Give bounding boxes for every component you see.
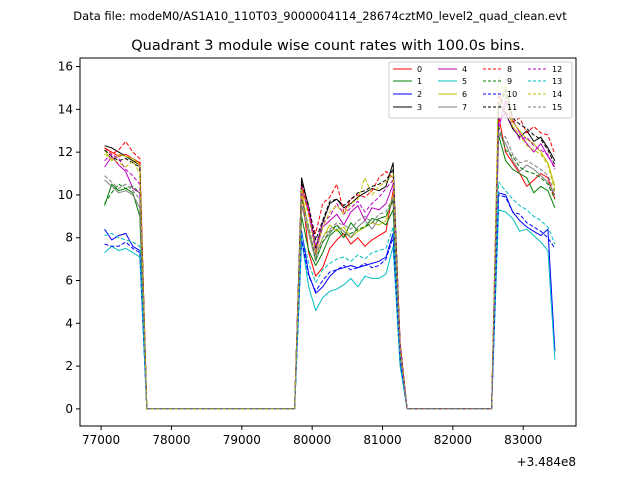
x-tick-label: 81000 xyxy=(363,433,401,447)
y-tick-label: 8 xyxy=(65,231,73,245)
series-layer xyxy=(104,76,556,410)
legend-frame xyxy=(388,61,573,119)
legend-label-1: 1 xyxy=(417,77,422,86)
series-line-6 xyxy=(104,85,556,410)
series-line-7 xyxy=(104,132,556,410)
x-tick-label: 83000 xyxy=(504,433,542,447)
y-tick-label: 2 xyxy=(65,359,73,373)
x-tick-label: 82000 xyxy=(434,433,472,447)
y-tick-label: 4 xyxy=(65,316,73,330)
y-tick-label: 6 xyxy=(65,274,73,288)
series-line-4 xyxy=(104,100,556,410)
y-tick-label: 14 xyxy=(58,102,73,116)
series-line-3 xyxy=(104,102,556,410)
y-tick-label: 0 xyxy=(65,402,73,416)
legend-label-12: 12 xyxy=(552,65,562,74)
series-line-12 xyxy=(104,113,556,410)
legend-label-0: 0 xyxy=(417,65,422,74)
series-line-14 xyxy=(104,76,556,410)
y-tick-label: 16 xyxy=(58,60,73,74)
y-axis: 0 2 4 6 8 10 12 14 16 xyxy=(58,60,80,416)
legend-label-8: 8 xyxy=(507,65,512,74)
series-line-9 xyxy=(104,126,556,410)
plot-frame xyxy=(79,57,577,427)
legend-label-4: 4 xyxy=(462,65,467,74)
legend-label-5: 5 xyxy=(462,77,467,86)
x-tick-label: 79000 xyxy=(223,433,261,447)
x-tick-label: 78000 xyxy=(152,433,190,447)
legend-label-2: 2 xyxy=(417,90,422,99)
x-axis: 77000 78000 79000 80000 81000 82000 83000 xyxy=(82,426,542,447)
legend-label-6: 6 xyxy=(462,90,467,99)
x-tick-label: 80000 xyxy=(293,433,331,447)
legend-label-3: 3 xyxy=(417,103,422,112)
legend-label-10: 10 xyxy=(507,90,517,99)
legend-label-11: 11 xyxy=(507,103,517,112)
legend-label-15: 15 xyxy=(552,103,562,112)
series-line-13 xyxy=(104,181,556,410)
legend-label-7: 7 xyxy=(462,103,467,112)
series-line-0 xyxy=(104,115,556,410)
series-line-15 xyxy=(104,130,556,410)
series-line-10 xyxy=(104,194,556,410)
legend-label-9: 9 xyxy=(507,77,512,86)
x-offset-label: +3.484e8 xyxy=(517,455,576,469)
series-line-5 xyxy=(104,209,556,410)
x-tick-label: 77000 xyxy=(82,433,120,447)
chart-title: Quadrant 3 module wise count rates with … xyxy=(131,38,525,54)
legend-label-13: 13 xyxy=(552,77,562,86)
legend-label-14: 14 xyxy=(552,90,562,99)
supertitle: Data file: modeM0/AS1A10_110T03_90000041… xyxy=(73,9,567,23)
y-tick-label: 10 xyxy=(58,188,73,202)
y-tick-label: 12 xyxy=(58,145,73,159)
series-line-8 xyxy=(104,93,556,410)
